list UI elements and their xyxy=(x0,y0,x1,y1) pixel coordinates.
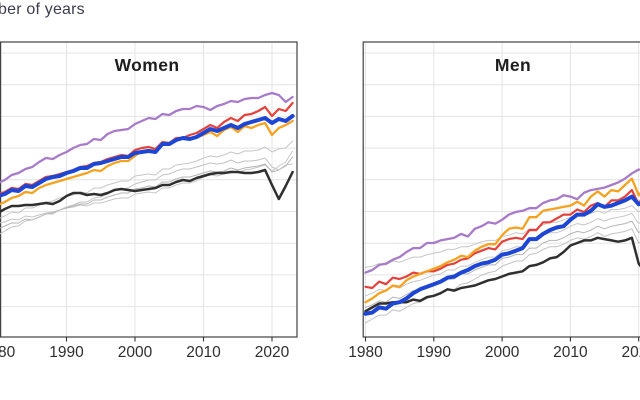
series-line-purple xyxy=(364,168,640,274)
series-line-gray3 xyxy=(0,156,294,229)
series-line-red xyxy=(364,189,640,290)
x-tick-label: 2010 xyxy=(553,344,588,361)
x-tick-label: 2000 xyxy=(485,344,520,361)
series-line-purple xyxy=(0,91,294,184)
x-tick-label: 1990 xyxy=(417,344,452,361)
series-line-gray1 xyxy=(365,205,640,268)
panel-title-men: Men xyxy=(495,55,531,75)
x-tick-label: 1990 xyxy=(49,344,84,361)
x-tick-label: 2020 xyxy=(621,344,640,361)
series-line-blue-bold xyxy=(363,194,640,316)
series-line-gray2 xyxy=(0,150,294,224)
panel-title-women: Women xyxy=(115,55,180,75)
series-line-black xyxy=(0,168,294,214)
series-line-gray1 xyxy=(0,140,294,219)
x-tick-label: 2000 xyxy=(118,344,153,361)
x-tick-label: 2020 xyxy=(255,344,290,361)
x-tick-label: 1980 xyxy=(0,344,16,361)
series-line-gray3 xyxy=(365,220,640,308)
series-line-black xyxy=(364,236,640,313)
series-line-gray4 xyxy=(0,157,294,235)
x-tick-label: 1980 xyxy=(348,344,383,361)
panel-border xyxy=(362,41,640,338)
x-tick-label: 2010 xyxy=(186,344,221,361)
series-line-gray2 xyxy=(365,212,640,297)
chart-title: ber of years xyxy=(0,1,85,18)
series-line-blue-bold xyxy=(0,114,295,198)
panel-border xyxy=(0,41,298,338)
series-line-gray4 xyxy=(365,228,640,324)
series-line-orange xyxy=(364,177,640,304)
